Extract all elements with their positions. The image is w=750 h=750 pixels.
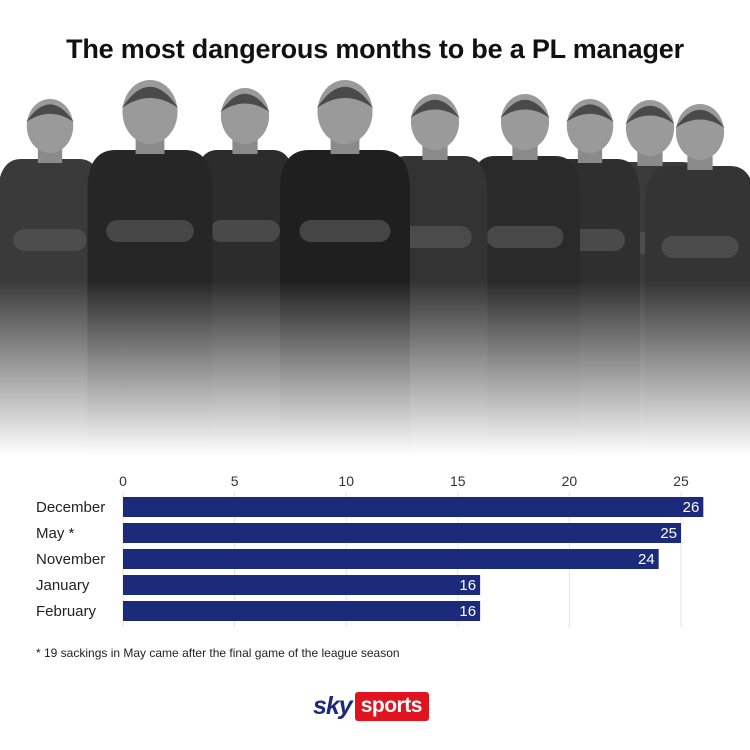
bar xyxy=(123,497,704,517)
logo-sports: sports xyxy=(354,691,429,721)
value-label: 25 xyxy=(660,525,677,542)
sky-sports-logo: sky sports xyxy=(313,691,429,721)
bar-chart: 0 5 10 15 20 25 December May * November January F… xyxy=(36,473,704,627)
category-label: February xyxy=(36,603,97,620)
bar xyxy=(123,575,481,595)
category-label: May * xyxy=(36,525,75,542)
category-label: November xyxy=(36,551,105,568)
logo-sky: sky xyxy=(313,691,353,720)
bar xyxy=(123,523,681,543)
category-label: January xyxy=(36,577,90,594)
x-tick-label: 10 xyxy=(338,473,354,489)
x-tick-label: 15 xyxy=(450,473,466,489)
value-label: 16 xyxy=(459,603,476,620)
x-tick-label: 0 xyxy=(119,473,127,489)
footnote: * 19 sackings in May came after the fina… xyxy=(36,646,400,660)
value-label: 24 xyxy=(638,551,655,568)
x-tick-label: 5 xyxy=(231,473,239,489)
chart-title: The most dangerous months to be a PL man… xyxy=(66,34,684,64)
bar xyxy=(123,549,659,569)
x-tick-label: 25 xyxy=(673,473,689,489)
bar xyxy=(123,601,481,621)
value-label: 16 xyxy=(459,577,476,594)
x-tick-label: 20 xyxy=(562,473,578,489)
managers-photo xyxy=(0,66,750,456)
category-label: December xyxy=(36,499,105,516)
value-label: 26 xyxy=(683,499,700,516)
